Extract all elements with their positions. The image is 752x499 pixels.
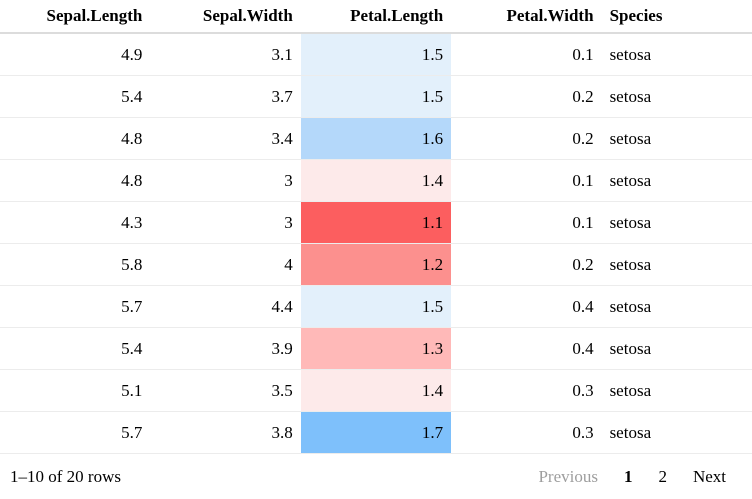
table-row: 5.1 3.5 1.4 0.3 setosa [0,369,752,412]
cell-sepal-width: 3.5 [150,369,301,412]
table-row: 5.4 3.9 1.3 0.4 setosa [0,327,752,370]
table-row: 4.9 3.1 1.5 0.1 setosa [0,33,752,76]
cell-species: setosa [601,201,752,244]
table-body: 4.9 3.1 1.5 0.1 setosa 5.4 3.7 1.5 0.2 setosa 4.8 3… [0,33,752,454]
cell-sepal-length: 4.9 [0,33,151,76]
cell-sepal-length: 5.4 [0,75,151,118]
cell-sepal-length: 4.3 [0,201,151,244]
cell-sepal-length: 5.1 [0,369,151,412]
cell-sepal-length: 5.7 [0,285,151,328]
column-header-sepal-length[interactable]: Sepal.Length [0,0,151,34]
cell-species: setosa [601,117,752,160]
cell-sepal-width: 3.8 [150,411,301,454]
table-row: 5.7 3.8 1.7 0.3 setosa [0,411,752,454]
cell-petal-width: 0.2 [451,243,602,286]
cell-petal-width: 0.1 [451,201,602,244]
table-row: 4.3 3 1.1 0.1 setosa [0,201,752,244]
table-row: 5.8 4 1.2 0.2 setosa [0,243,752,286]
cell-petal-length: 1.2 [300,243,452,286]
page-info: 1–10 of 20 rows [10,467,121,486]
cell-sepal-width: 3 [150,201,301,244]
cell-species: setosa [601,33,752,76]
cell-species: setosa [601,369,752,412]
column-header-petal-length[interactable]: Petal.Length [300,0,452,34]
cell-petal-length: 1.5 [300,285,452,328]
cell-petal-width: 0.3 [451,411,602,454]
next-page-button[interactable]: Next [685,464,734,490]
cell-sepal-width: 3.1 [150,33,301,76]
cell-petal-length: 1.4 [300,159,452,202]
cell-sepal-length: 4.8 [0,159,151,202]
cell-petal-width: 0.1 [451,159,602,202]
cell-species: setosa [601,159,752,202]
previous-page-button[interactable]: Previous [530,464,606,490]
cell-species: setosa [601,243,752,286]
cell-petal-width: 0.2 [451,117,602,160]
cell-sepal-length: 4.8 [0,117,151,160]
cell-species: setosa [601,411,752,454]
cell-petal-length: 1.5 [300,33,452,76]
data-table: Sepal.Length Sepal.Width Petal.Length Pe… [0,0,752,454]
cell-petal-length: 1.4 [300,369,452,412]
table-row: 5.4 3.7 1.5 0.2 setosa [0,75,752,118]
cell-sepal-width: 4.4 [150,285,301,328]
cell-petal-width: 0.3 [451,369,602,412]
cell-petal-length: 1.5 [300,75,452,118]
cell-sepal-length: 5.8 [0,243,151,286]
column-header-sepal-width[interactable]: Sepal.Width [150,0,301,34]
cell-species: setosa [601,285,752,328]
cell-petal-width: 0.4 [451,285,602,328]
cell-petal-width: 0.1 [451,33,602,76]
cell-sepal-width: 3.9 [150,327,301,370]
cell-petal-width: 0.2 [451,75,602,118]
cell-petal-length: 1.6 [300,117,452,160]
header-row: Sepal.Length Sepal.Width Petal.Length Pe… [0,0,752,34]
page-button-2[interactable]: 2 [650,464,675,490]
cell-species: setosa [601,327,752,370]
cell-petal-length: 1.7 [300,411,452,454]
cell-species: setosa [601,75,752,118]
column-header-species[interactable]: Species [601,0,752,34]
cell-sepal-width: 4 [150,243,301,286]
cell-sepal-length: 5.7 [0,411,151,454]
column-header-petal-width[interactable]: Petal.Width [451,0,602,34]
cell-petal-width: 0.4 [451,327,602,370]
table-row: 4.8 3 1.4 0.1 setosa [0,159,752,202]
cell-sepal-width: 3 [150,159,301,202]
table-row: 5.7 4.4 1.5 0.4 setosa [0,285,752,328]
cell-sepal-width: 3.7 [150,75,301,118]
cell-petal-length: 1.3 [300,327,452,370]
cell-sepal-length: 5.4 [0,327,151,370]
cell-sepal-width: 3.4 [150,117,301,160]
cell-petal-length: 1.1 [300,201,452,244]
table-row: 4.8 3.4 1.6 0.2 setosa [0,117,752,160]
page-button-1[interactable]: 1 [616,464,641,490]
